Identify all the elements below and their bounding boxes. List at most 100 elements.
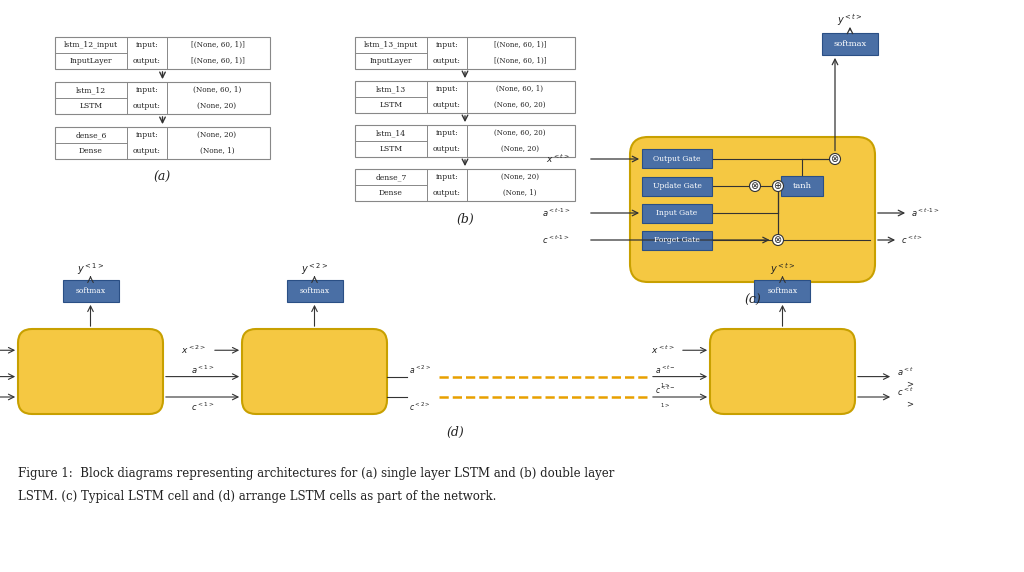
FancyBboxPatch shape [355,37,575,69]
Text: $c^{<t\text{-}1>}$: $c^{<t\text{-}1>}$ [543,234,570,246]
Text: Update Gate: Update Gate [652,182,701,190]
Text: lstm_14: lstm_14 [376,129,407,137]
Text: $a^{<2>}$: $a^{<2>}$ [409,363,431,376]
FancyBboxPatch shape [642,204,712,223]
Text: LSTM: LSTM [80,102,102,110]
Text: $y^{<2>}$: $y^{<2>}$ [301,261,329,277]
Text: [(None, 60, 1)]: [(None, 60, 1)] [191,41,245,49]
Text: (None, 20): (None, 20) [198,131,237,139]
Text: output:: output: [433,189,461,197]
Text: LSTM: LSTM [380,145,402,153]
Text: output:: output: [433,101,461,109]
Text: $_{1>}$: $_{1>}$ [660,402,671,411]
Text: output:: output: [133,102,161,110]
Text: Dense: Dense [79,147,103,155]
FancyBboxPatch shape [642,149,712,169]
Text: $>$: $>$ [905,400,914,410]
FancyBboxPatch shape [355,125,575,157]
FancyBboxPatch shape [781,176,823,196]
Text: (None, 1): (None, 1) [200,147,234,155]
FancyBboxPatch shape [642,231,712,249]
Text: input:: input: [135,41,159,49]
Text: InputLayer: InputLayer [70,57,113,65]
Text: tanh: tanh [793,182,811,190]
Text: (d): (d) [446,426,464,439]
Text: $y^{<t>}$: $y^{<t>}$ [837,12,863,28]
Text: (None, 60, 1): (None, 60, 1) [497,85,544,93]
Text: $x^{<t>}$: $x^{<t>}$ [651,344,675,356]
FancyBboxPatch shape [55,127,270,159]
Text: lstm_13_input: lstm_13_input [364,41,418,49]
Text: output:: output: [133,57,161,65]
Text: $c^{<t}$: $c^{<t}$ [897,386,913,398]
FancyBboxPatch shape [755,280,811,302]
Text: (c): (c) [744,293,761,307]
Text: input:: input: [435,85,459,93]
FancyBboxPatch shape [18,329,163,414]
Text: Forget Gate: Forget Gate [654,236,700,244]
FancyBboxPatch shape [630,137,874,282]
Text: $c^{<t>}$: $c^{<t>}$ [901,234,923,246]
Text: dense_7: dense_7 [376,173,407,181]
FancyBboxPatch shape [55,82,270,114]
Text: softmax: softmax [299,287,330,295]
FancyBboxPatch shape [822,33,878,55]
Text: $a^{<t}$: $a^{<t}$ [897,366,914,378]
Text: softmax: softmax [834,40,866,48]
Text: input:: input: [435,173,459,181]
Text: LSTM. (c) Typical LSTM cell and (d) arrange LSTM cells as part of the network.: LSTM. (c) Typical LSTM cell and (d) arra… [18,490,497,503]
Text: (None, 60, 20): (None, 60, 20) [495,129,546,137]
Text: $\otimes$: $\otimes$ [751,181,760,192]
Text: $c^{<2>}$: $c^{<2>}$ [409,401,430,413]
Text: input:: input: [435,129,459,137]
Circle shape [829,153,841,165]
Text: $a^{<t\text{-}1>}$: $a^{<t\text{-}1>}$ [911,207,939,219]
Text: LSTM: LSTM [380,101,402,109]
Text: input:: input: [135,131,159,139]
Text: [(None, 60, 1)]: [(None, 60, 1)] [494,57,546,65]
Text: $\otimes$: $\otimes$ [830,153,840,165]
Text: (None, 60, 20): (None, 60, 20) [495,101,546,109]
Circle shape [750,181,761,192]
Text: (a): (a) [154,170,171,184]
Text: $a^{<t-}$: $a^{<t-}$ [655,363,676,376]
Text: input:: input: [435,41,459,49]
Circle shape [772,235,783,245]
Text: $>$: $>$ [905,380,914,389]
Text: $c^{<1>}$: $c^{<1>}$ [190,401,214,413]
FancyBboxPatch shape [710,329,855,414]
Text: $x^{<2>}$: $x^{<2>}$ [181,344,207,356]
Circle shape [772,181,783,192]
Text: input:: input: [135,86,159,94]
Text: Input Gate: Input Gate [656,209,697,217]
Text: (None, 20): (None, 20) [501,173,539,181]
Text: dense_6: dense_6 [76,131,106,139]
Text: $_{1>}$: $_{1>}$ [660,381,671,390]
Text: Dense: Dense [379,189,402,197]
Text: output:: output: [133,147,161,155]
Text: InputLayer: InputLayer [370,57,413,65]
Text: $x^{<t>}$: $x^{<t>}$ [546,153,570,165]
Text: softmax: softmax [76,287,105,295]
FancyBboxPatch shape [642,177,712,196]
Text: (None, 60, 1): (None, 60, 1) [193,86,242,94]
Text: $y^{<t>}$: $y^{<t>}$ [770,261,796,277]
FancyBboxPatch shape [287,280,342,302]
Text: Figure 1:  Block diagrams representing architectures for (a) single layer LSTM a: Figure 1: Block diagrams representing ar… [18,467,614,480]
Text: $\oplus$: $\oplus$ [773,181,782,192]
Text: (b): (b) [456,213,474,225]
Text: lstm_13: lstm_13 [376,85,407,93]
FancyBboxPatch shape [355,81,575,113]
Text: $\otimes$: $\otimes$ [773,235,782,245]
FancyBboxPatch shape [242,329,387,414]
Text: [(None, 60, 1)]: [(None, 60, 1)] [494,41,546,49]
Text: (None, 20): (None, 20) [198,102,237,110]
FancyBboxPatch shape [62,280,119,302]
Text: $y^{<1>}$: $y^{<1>}$ [77,261,104,277]
FancyBboxPatch shape [55,37,270,69]
Text: softmax: softmax [767,287,798,295]
Text: lstm_12: lstm_12 [76,86,106,94]
Text: [(None, 60, 1)]: [(None, 60, 1)] [191,57,245,65]
Text: Output Gate: Output Gate [653,155,700,163]
Text: (None, 20): (None, 20) [501,145,539,153]
